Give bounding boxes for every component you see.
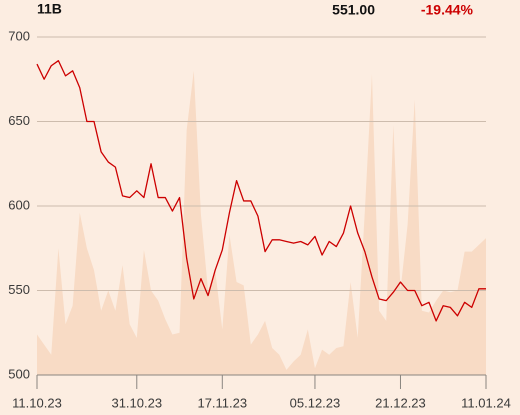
y-tick-label: 500 [8, 366, 30, 381]
x-tick-label: 11.01.24 [461, 395, 511, 410]
y-tick-label: 700 [8, 28, 30, 43]
y-tick-label: 550 [8, 282, 30, 297]
symbol: 11B [37, 1, 62, 17]
volume-layer [37, 70, 486, 376]
x-tick-label: 17.11.23 [197, 395, 247, 410]
x-tick-label: 21.12.23 [375, 395, 426, 410]
price-line [36, 60, 486, 322]
line-layer [36, 60, 486, 322]
y-tick-label: 600 [8, 197, 30, 212]
x-tick-label: 05.12.23 [290, 395, 341, 410]
price: 551.00 [332, 2, 375, 18]
change: -19.44% [421, 2, 474, 18]
x-tick-label: 31.10.23 [111, 395, 162, 410]
x-tick-label: 11.10.23 [12, 395, 62, 410]
volume-area [37, 70, 486, 376]
y-tick-label: 650 [8, 113, 30, 128]
